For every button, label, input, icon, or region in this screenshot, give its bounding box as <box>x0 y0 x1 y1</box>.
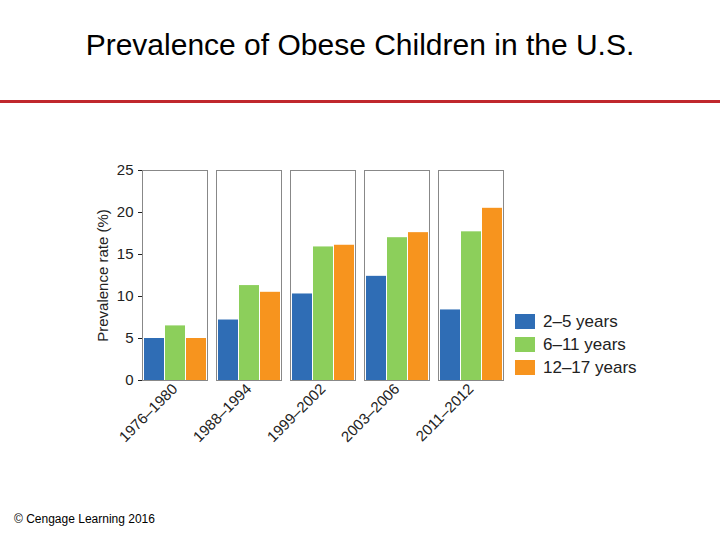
html-text:Prevalence of Obese Children i: Prevalence of Obese Children in the U.S. <box>85 28 635 61</box>
svg-text:25: 25 <box>117 161 134 178</box>
svg-text:Prevalence rate (%): Prevalence rate (%) <box>94 209 111 342</box>
svg-text:1999–2002: 1999–2002 <box>263 380 328 445</box>
svg-text:10: 10 <box>117 287 134 304</box>
svg-text:2011–2012: 2011–2012 <box>412 380 476 444</box>
svg-text:1976–1980: 1976–1980 <box>115 380 180 445</box>
svg-text:2003–2006: 2003–2006 <box>337 380 402 445</box>
svg-text:5: 5 <box>125 329 133 346</box>
svg-text:1988–1994: 1988–1994 <box>189 380 254 445</box>
html-text:12–17 years: 12–17 years <box>543 357 637 377</box>
html-text:2–5 years: 2–5 years <box>543 311 618 331</box>
svg-text:20: 20 <box>117 203 134 220</box>
html-text:6–11 years: 6–11 years <box>543 334 626 354</box>
svg-text:0: 0 <box>125 371 133 388</box>
svg-text:15: 15 <box>117 245 134 262</box>
html-text:© Cengage Learning 2016: © Cengage Learning 2016 <box>14 512 155 526</box>
